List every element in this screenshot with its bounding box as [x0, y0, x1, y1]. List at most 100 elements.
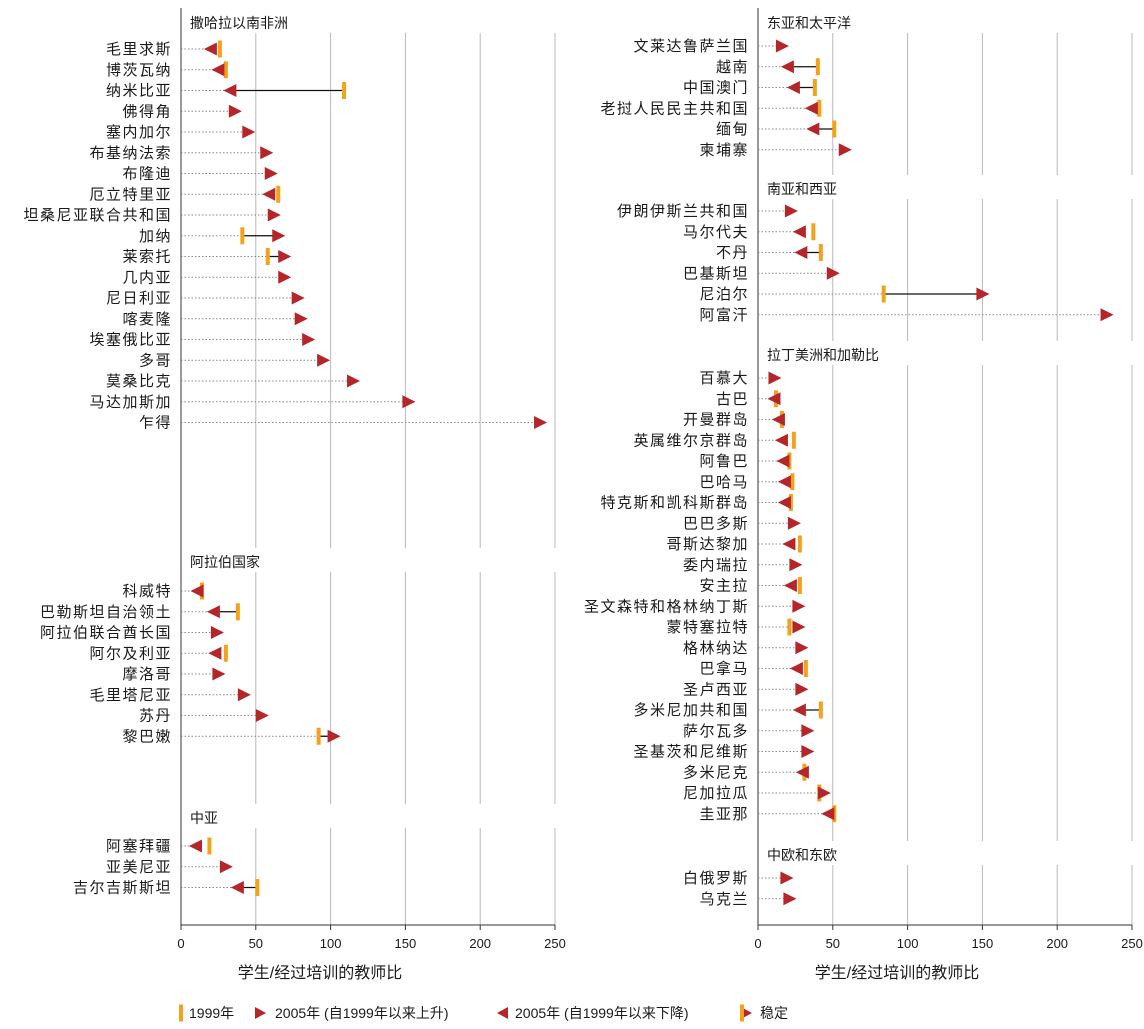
data-row: 白俄罗斯	[683, 870, 794, 887]
row-label: 毛里求斯	[106, 41, 172, 58]
legend-1999-symbol	[179, 1004, 183, 1022]
row-label: 尼加拉瓜	[683, 785, 749, 802]
marker-2005-up	[228, 104, 242, 118]
marker-2005-up	[801, 724, 815, 738]
marker-2005-down	[208, 646, 222, 660]
panel-1: 撒哈拉以南非洲毛里求斯博茨瓦纳纳米比亚佛得角塞内加尔布基纳法索布隆迪厄立特里亚坦…	[23, 8, 566, 982]
marker-1999	[797, 535, 802, 553]
row-label: 安主拉	[699, 578, 749, 595]
marker-2005-down	[230, 881, 244, 894]
row-label: 多哥	[139, 352, 172, 369]
data-row: 加纳	[139, 227, 286, 245]
data-row: 阿拉伯联合酋长国	[40, 624, 224, 642]
data-row: 安主拉	[699, 577, 802, 595]
marker-2005-down	[211, 63, 225, 77]
data-row: 尼泊尔	[699, 285, 990, 303]
x-tick-label: 50	[249, 936, 263, 951]
marker-2005-up	[272, 229, 286, 243]
x-axis-title: 学生/经过培训的教师比	[238, 964, 402, 982]
marker-1999	[803, 660, 808, 677]
group-title: 南亚和西亚	[767, 181, 837, 197]
data-row: 马尔代夫	[683, 223, 816, 241]
marker-1999	[818, 701, 823, 719]
marker-2005-up	[817, 786, 831, 800]
marker-2005-down	[792, 225, 806, 239]
marker-2005-down	[767, 392, 781, 406]
panel-2: 东亚和太平洋文莱达鲁萨兰国越南中国澳门老挝人民民主共和国缅甸柬埔寨南亚和西亚伊朗…	[584, 8, 1143, 982]
group: 撒哈拉以南非洲毛里求斯博茨瓦纳纳米比亚佛得角塞内加尔布基纳法索布隆迪厄立特里亚坦…	[23, 15, 548, 432]
marker-1999	[255, 879, 260, 896]
marker-1999	[881, 285, 886, 303]
marker-1999	[265, 248, 270, 265]
marker-2005-up	[212, 667, 226, 681]
row-label: 布基纳法索	[89, 145, 172, 162]
data-row: 阿鲁巴	[699, 452, 792, 470]
group-title: 阿拉伯国家	[190, 554, 260, 570]
row-label: 巴基斯坦	[683, 265, 749, 282]
data-row: 哥斯达黎加	[666, 535, 802, 553]
marker-2005-down	[223, 84, 237, 97]
data-row: 巴拿马	[699, 660, 808, 678]
data-row: 越南	[716, 58, 820, 76]
marker-2005-up	[294, 312, 308, 326]
data-row: 喀麦隆	[122, 311, 308, 328]
marker-2005-up	[826, 266, 840, 280]
row-label: 格林纳达	[683, 640, 749, 657]
marker-2005-down	[262, 187, 276, 201]
data-row: 佛得角	[122, 103, 242, 120]
row-label: 老挝人民民主共和国	[600, 100, 749, 117]
data-row: 不丹	[716, 244, 823, 262]
marker-1999	[790, 473, 795, 491]
row-label: 莫桑比克	[106, 373, 172, 390]
data-row: 亚美尼亚	[106, 859, 233, 876]
row-label: 纳米比亚	[106, 83, 172, 100]
row-label: 特克斯和凯科斯群岛	[600, 495, 749, 512]
marker-2005-up	[787, 516, 801, 530]
marker-2005-down	[188, 839, 202, 853]
row-label: 马达加斯加	[89, 394, 172, 411]
marker-2005-down	[780, 60, 794, 74]
row-label: 厄立特里亚	[89, 186, 172, 203]
row-label: 古巴	[716, 391, 749, 408]
group-title: 撒哈拉以南非洲	[190, 15, 288, 31]
marker-2005-up	[327, 729, 341, 743]
marker-2005-down	[806, 122, 820, 136]
data-row: 几内亚	[122, 269, 292, 286]
marker-2005-down	[786, 81, 800, 94]
marker-2005-down	[190, 584, 204, 598]
row-label: 白俄罗斯	[683, 870, 749, 887]
row-label: 毛里塔尼亚	[89, 687, 172, 704]
group: 阿拉伯国家科威特巴勒斯坦自治领土阿拉伯联合酋长国阿尔及利亚摩洛哥毛里塔尼亚苏丹黎…	[40, 554, 341, 745]
data-row: 伊朗伊斯兰共和国	[617, 203, 798, 220]
marker-2005-up	[237, 688, 251, 702]
legend-stable-bar	[740, 1004, 744, 1022]
data-row: 莫桑比克	[106, 373, 361, 390]
data-row: 特克斯和凯科斯群岛	[600, 494, 793, 512]
marker-2005-down	[771, 413, 785, 426]
marker-2005-up	[795, 641, 809, 655]
data-row: 开曼群岛	[683, 411, 785, 429]
row-label: 开曼群岛	[683, 412, 749, 429]
row-label: 尼泊尔	[699, 286, 749, 303]
data-row: 阿富汗	[699, 306, 1114, 324]
row-label: 文莱达鲁萨兰国	[633, 38, 749, 55]
x-axis-title: 学生/经过培训的教师比	[815, 964, 979, 982]
row-label: 哥斯达黎加	[666, 536, 749, 553]
data-row: 萨尔瓦多	[683, 723, 815, 740]
marker-2005-down	[777, 475, 791, 489]
group-title: 拉丁美洲和加勒比	[767, 347, 879, 363]
marker-2005-up	[783, 892, 797, 906]
marker-1999	[240, 227, 245, 245]
data-row: 乌克兰	[699, 891, 797, 908]
data-row: 多米尼克	[683, 763, 809, 781]
marker-2005-down	[776, 454, 790, 468]
legend-fall-label: 2005年 (自1999年以来下降)	[515, 1005, 689, 1021]
marker-2005-up	[278, 250, 292, 263]
marker-2005-up	[792, 599, 806, 613]
row-label: 中国澳门	[683, 80, 749, 97]
marker-1999	[818, 244, 823, 261]
row-label: 摩洛哥	[122, 665, 172, 683]
data-row: 圣基茨和尼维斯	[633, 744, 815, 761]
group: 拉丁美洲和加勒比百慕大古巴开曼群岛英属维尔京群岛阿鲁巴巴哈马特克斯和凯科斯群岛巴…	[584, 347, 879, 823]
marker-2005-up	[775, 39, 789, 53]
